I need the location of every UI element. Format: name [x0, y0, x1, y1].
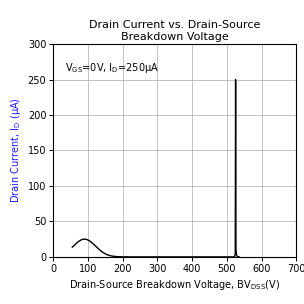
Title: Drain Current vs. Drain-Source
Breakdown Voltage: Drain Current vs. Drain-Source Breakdown… [89, 19, 261, 42]
Y-axis label: Drain Current, I$_\mathrm{D}$ (μA): Drain Current, I$_\mathrm{D}$ (μA) [9, 98, 23, 203]
Text: V$_\mathrm{GS}$=0V, I$_\mathrm{D}$=250μA: V$_\mathrm{GS}$=0V, I$_\mathrm{D}$=250μA [65, 61, 159, 75]
X-axis label: Drain-Source Breakdown Voltage, BV$_\mathrm{DSS}$(V): Drain-Source Breakdown Voltage, BV$_\mat… [69, 278, 280, 292]
